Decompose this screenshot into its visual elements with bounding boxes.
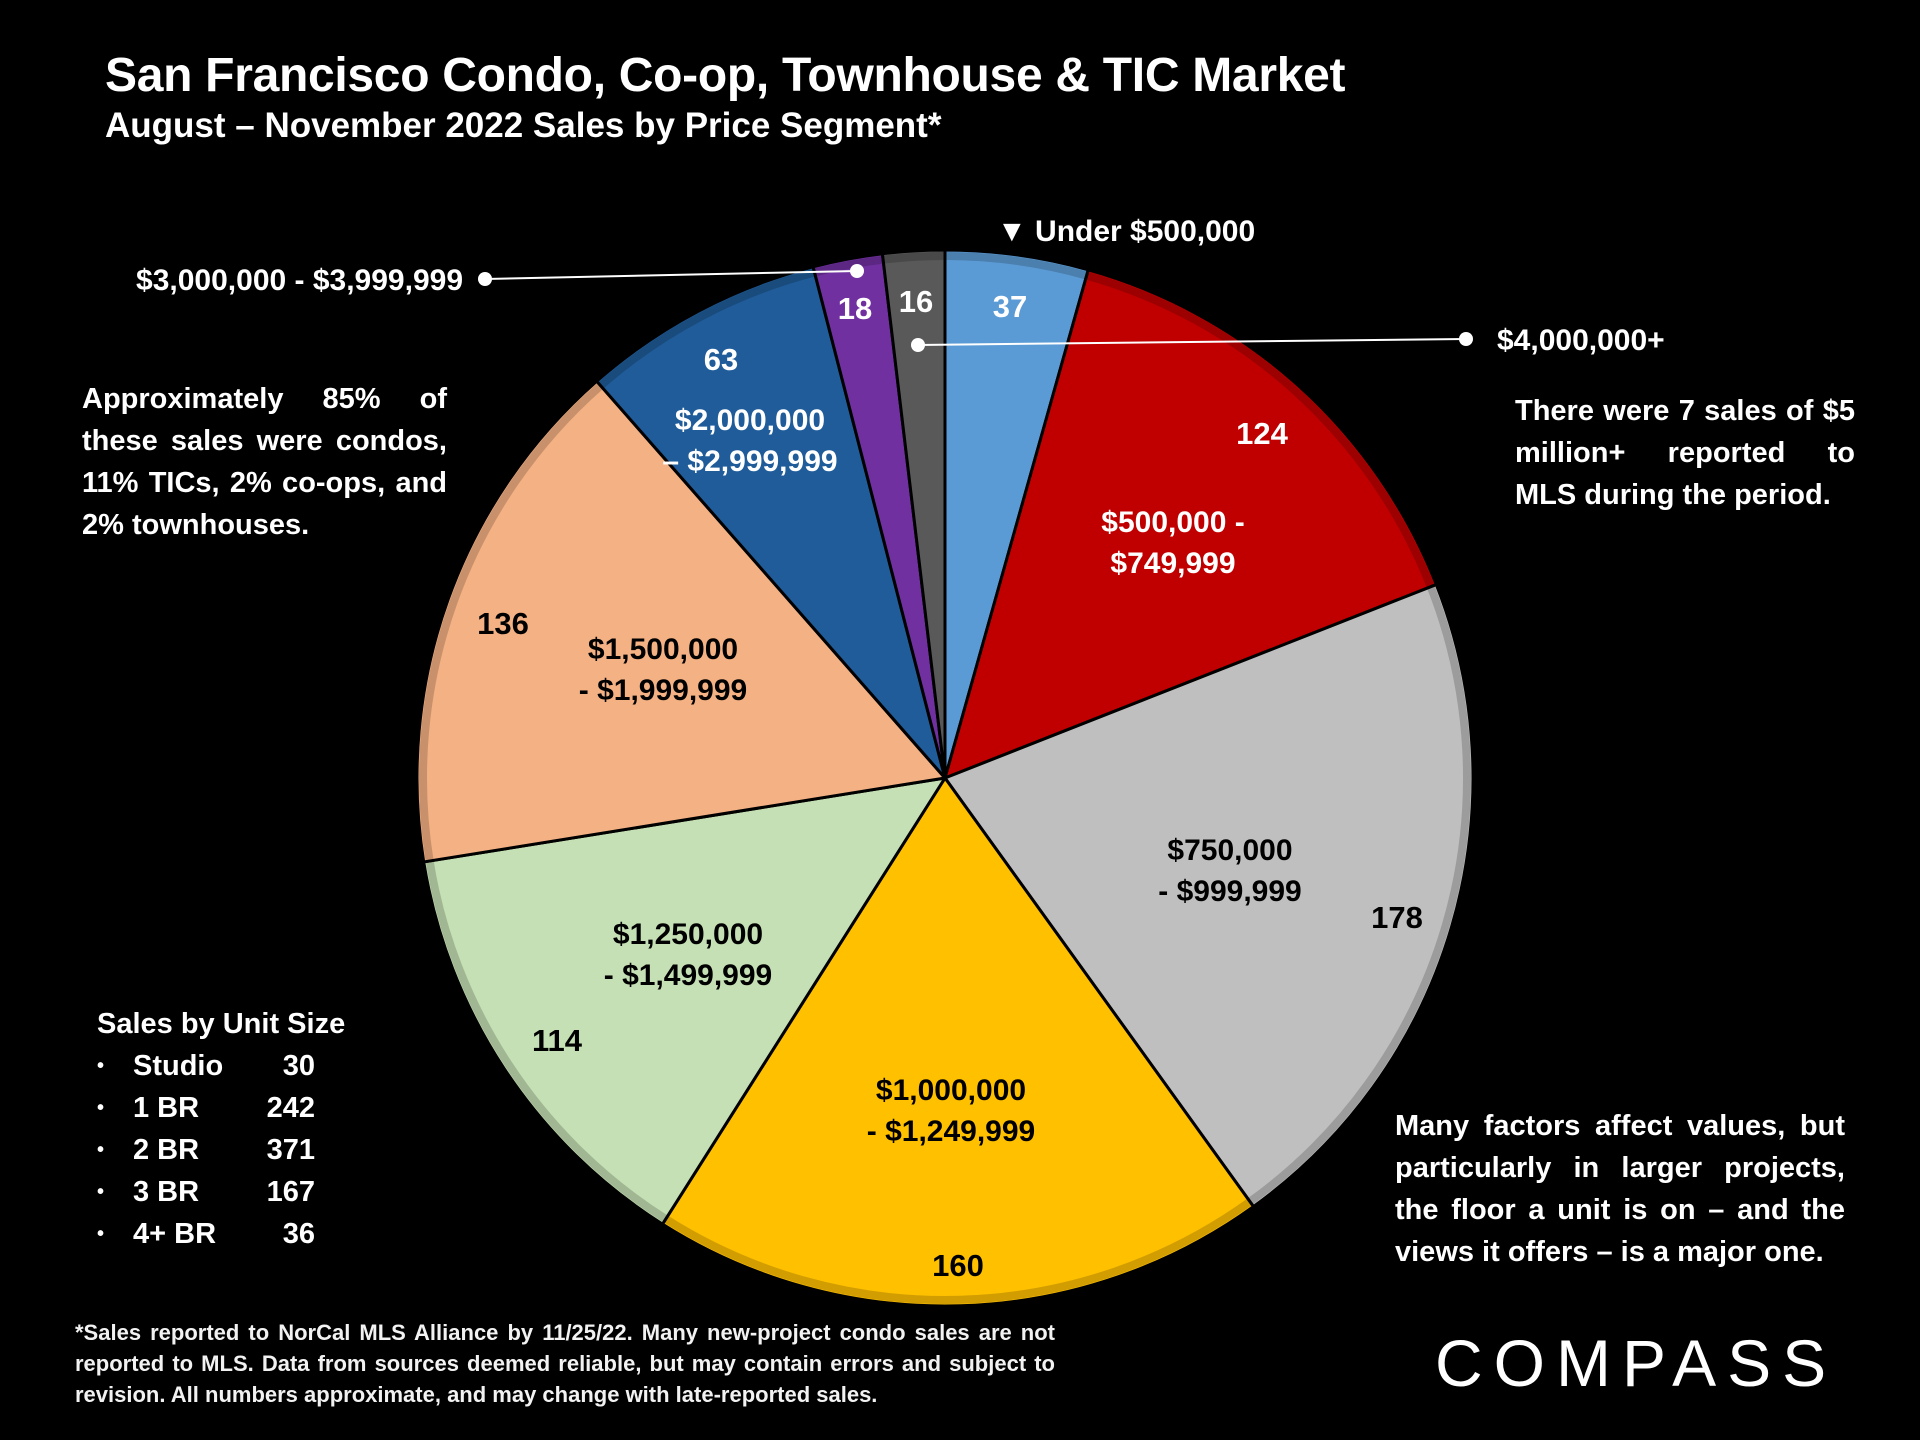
data-label: 63 <box>704 342 738 377</box>
category-label: $1,250,000 <box>613 918 763 951</box>
unit-size-row-3br: • 3 BR 167 <box>97 1171 345 1213</box>
unit-size-row-2br: • 2 BR 371 <box>97 1129 345 1171</box>
data-label: 160 <box>932 1248 984 1283</box>
category-label: $4,000,000+ <box>1497 324 1665 357</box>
pie-slice <box>943 268 1438 780</box>
leader-dot <box>1459 332 1473 346</box>
pie-slice-rim <box>663 1198 1253 1304</box>
pie-slice-rim <box>1247 585 1471 1205</box>
pie-slice-rim <box>882 252 946 264</box>
category-label: - $1,249,999 <box>867 1115 1035 1148</box>
bullet: • <box>97 1139 105 1161</box>
unit-size-row-1br: • 1 BR 242 <box>97 1087 345 1129</box>
leader-dot <box>478 272 492 286</box>
category-label: $750,000 <box>1167 834 1292 867</box>
unit-size-count: 371 <box>266 1134 315 1166</box>
factors-note: Many factors affect values, but particul… <box>1395 1110 1845 1268</box>
category-label: - $999,999 <box>1158 875 1301 908</box>
unit-size-row-4br: • 4+ BR 36 <box>97 1213 345 1255</box>
footnote: *Sales reported to NorCal MLS Alliance b… <box>75 1320 1055 1407</box>
composition-note: Approximately 85% of these sales were co… <box>82 383 447 541</box>
compass-logo: COMPASS <box>1435 1326 1838 1400</box>
bullet: • <box>97 1097 105 1119</box>
pie-slice <box>415 379 947 864</box>
unit-size-count: 167 <box>266 1176 315 1208</box>
pie-slice <box>661 776 1255 1308</box>
pie-slice <box>595 265 947 780</box>
unit-size-count: 36 <box>282 1218 315 1250</box>
category-label: $2,000,000 <box>675 404 825 437</box>
category-label: ▼ Under $500,000 <box>997 215 1255 248</box>
category-label: $749,999 <box>1110 547 1235 580</box>
chart-subtitle: August – November 2022 Sales by Price Se… <box>105 106 942 145</box>
category-label: $3,000,000 - $3,999,999 <box>136 264 463 297</box>
data-label: 18 <box>838 291 872 326</box>
pie-slice <box>943 583 1475 1209</box>
pie-slice-rim <box>598 268 816 389</box>
pie-slice-rim <box>1085 271 1435 589</box>
unit-size-label: 1 BR <box>133 1092 200 1124</box>
pie-slice-rim <box>944 252 1088 280</box>
category-label: $1,500,000 <box>588 633 738 666</box>
data-label: 124 <box>1236 416 1288 451</box>
data-label: 37 <box>993 289 1027 324</box>
pie-slice-rim <box>419 382 604 862</box>
unit-size-count: 242 <box>266 1092 315 1124</box>
category-label: - $1,999,999 <box>579 674 747 707</box>
data-label: 136 <box>477 606 529 641</box>
leader-dot <box>850 264 864 278</box>
leader-line <box>917 338 1467 346</box>
bullet: • <box>97 1055 105 1077</box>
pie-slice <box>880 248 947 780</box>
category-label: – $2,999,999 <box>662 445 837 478</box>
category-label: $500,000 - <box>1101 506 1244 539</box>
category-label: - $1,499,999 <box>604 959 772 992</box>
chart-title: San Francisco Condo, Co-op, Townhouse & … <box>105 49 1346 102</box>
leader-dot <box>911 338 925 352</box>
bullet: • <box>97 1181 105 1203</box>
five-million-note: There were 7 sales of $5 million+ report… <box>1515 395 1855 511</box>
unit-size-row-studio: • Studio 30 <box>97 1045 345 1087</box>
unit-size-count: 30 <box>282 1050 315 1082</box>
unit-size-label: 3 BR <box>133 1176 200 1208</box>
pie-slice <box>422 776 947 1226</box>
data-label: 178 <box>1371 900 1423 935</box>
unit-size-list: Sales by Unit Size • Studio 30 • 1 BR 24… <box>97 1003 345 1255</box>
unit-size-label: 4+ BR <box>133 1218 217 1250</box>
data-label: 16 <box>899 284 933 319</box>
unit-size-label: Studio <box>133 1050 224 1082</box>
leader-line <box>484 270 858 280</box>
category-label: $1,000,000 <box>876 1074 1026 1107</box>
data-label: 114 <box>532 1023 583 1058</box>
pie-slice-rim <box>425 860 668 1223</box>
bullet: • <box>97 1223 105 1245</box>
unit-size-heading: Sales by Unit Size <box>97 1008 346 1040</box>
unit-size-label: 2 BR <box>133 1134 200 1166</box>
